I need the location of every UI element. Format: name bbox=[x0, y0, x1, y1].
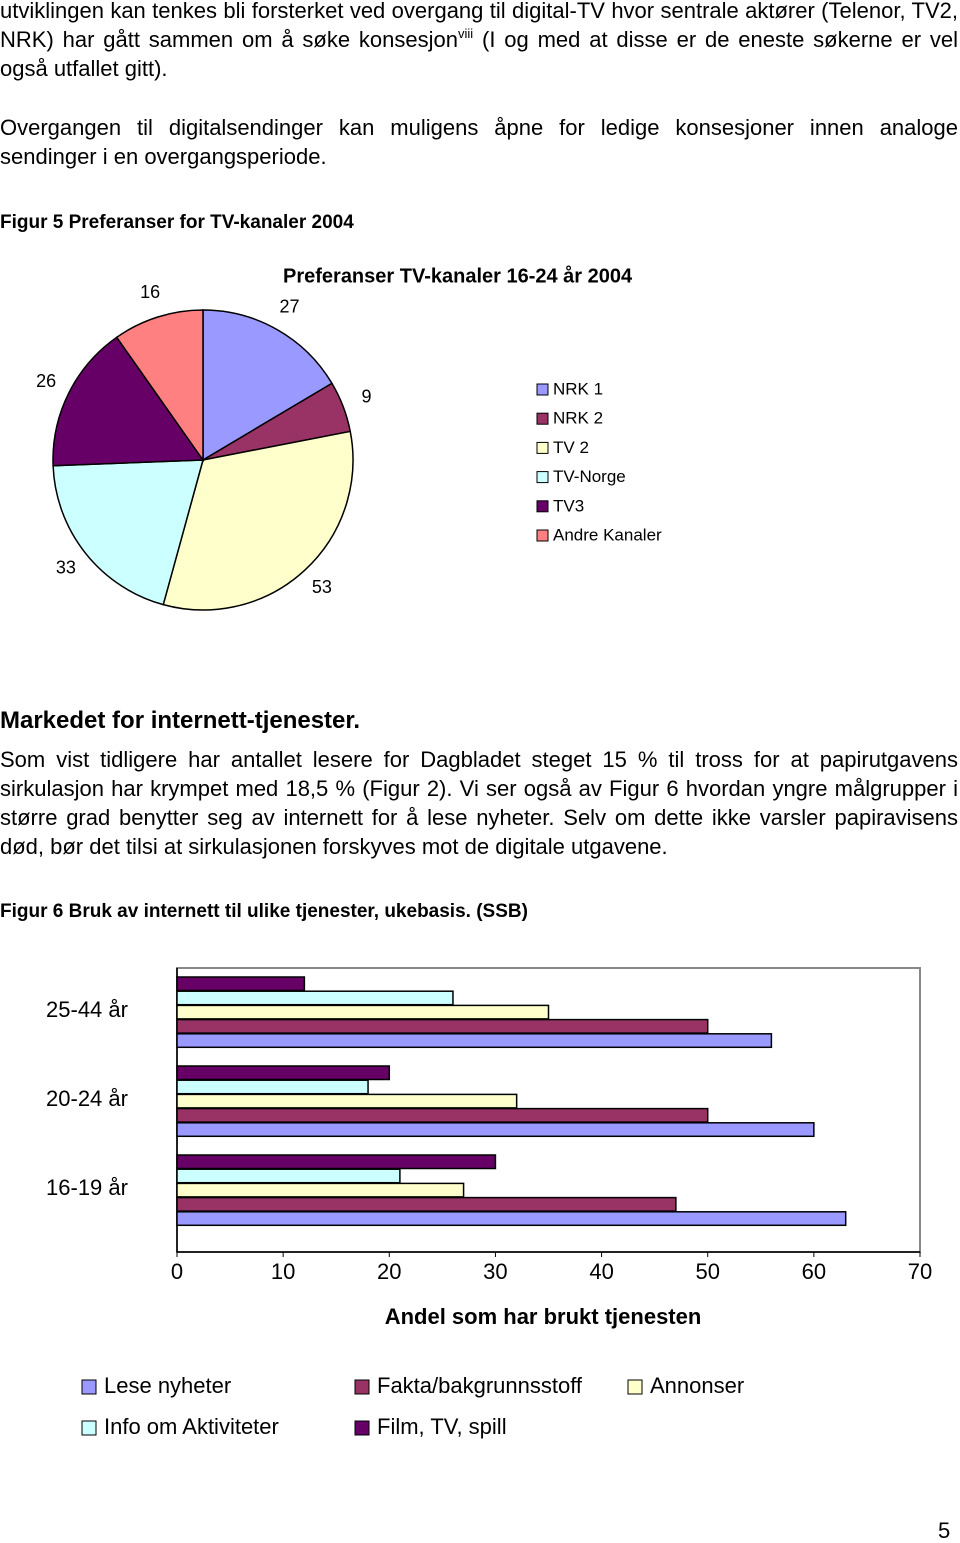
legend-swatch bbox=[536, 529, 549, 542]
legend-swatch bbox=[536, 412, 549, 425]
legend-swatch bbox=[536, 471, 549, 484]
data-label: 9 bbox=[362, 386, 372, 406]
x-axis-title: Andel som har brukt tjenesten bbox=[385, 1304, 702, 1329]
legend-label: Annonser bbox=[650, 1373, 744, 1398]
legend-swatch bbox=[536, 500, 549, 513]
pie-slice bbox=[115, 309, 204, 463]
bar bbox=[176, 976, 306, 992]
x-tick-label: 30 bbox=[483, 1259, 507, 1284]
legend-label: NRK 1 bbox=[553, 379, 603, 398]
legend-swatch bbox=[627, 1379, 643, 1395]
y-tick-label: 16-19 år bbox=[46, 1175, 128, 1200]
intro-paragraph: utviklingen kan tenkes bli forsterket ve… bbox=[0, 0, 958, 83]
pie-slice bbox=[202, 309, 333, 462]
data-label: 53 bbox=[312, 577, 332, 597]
legend-label: Fakta/bakgrunnsstoff bbox=[377, 1373, 583, 1398]
pie-slice bbox=[162, 430, 354, 611]
text: (I og med at disse er de eneste søkerne … bbox=[0, 27, 958, 81]
bar bbox=[176, 1196, 677, 1212]
legend-swatch bbox=[536, 441, 549, 454]
legend-label: NRK 2 bbox=[553, 409, 603, 428]
legend-swatch bbox=[81, 1379, 97, 1395]
text: utviklingen kan tenkes bli forsterket ve… bbox=[0, 0, 958, 52]
legend-label: TV-Norge bbox=[553, 467, 626, 486]
bar bbox=[176, 1211, 847, 1227]
bar bbox=[176, 1079, 369, 1095]
legend-label: Lese nyheter bbox=[104, 1373, 231, 1398]
x-tick-label: 0 bbox=[171, 1259, 183, 1284]
x-tick-label: 50 bbox=[695, 1259, 719, 1284]
bar bbox=[176, 1065, 391, 1081]
data-label: 16 bbox=[140, 282, 160, 302]
legend-label: Andre Kanaler bbox=[553, 525, 662, 544]
x-tick-label: 70 bbox=[908, 1259, 932, 1284]
y-tick-label: 20-24 år bbox=[46, 1086, 128, 1111]
y-tick-label: 25-44 år bbox=[46, 997, 128, 1022]
legend-swatch bbox=[354, 1420, 370, 1436]
x-tick-label: 10 bbox=[271, 1259, 295, 1284]
pie-slice bbox=[52, 459, 204, 606]
x-tick-label: 60 bbox=[802, 1259, 826, 1284]
pie-slice bbox=[52, 336, 205, 467]
bar bbox=[176, 1093, 518, 1109]
bar bbox=[176, 1033, 773, 1049]
x-tick-label: 20 bbox=[377, 1259, 401, 1284]
bar bbox=[176, 1107, 709, 1123]
legend-swatch bbox=[81, 1420, 97, 1436]
paragraph: Overgangen til digitalsendinger kan muli… bbox=[0, 115, 958, 169]
data-label: 27 bbox=[280, 297, 300, 317]
chart-title: Preferanser TV-kanaler 16-24 år 2004 bbox=[283, 264, 633, 287]
legend-swatch bbox=[354, 1379, 370, 1395]
page-number: 5 bbox=[938, 1518, 951, 1543]
bar bbox=[176, 1018, 709, 1034]
footnote-ref: viii bbox=[458, 26, 474, 41]
bar bbox=[176, 1004, 550, 1020]
paragraph: Som vist tidligere har antallet lesere f… bbox=[0, 747, 958, 859]
legend-label: Film, TV, spill bbox=[377, 1414, 507, 1439]
figure-caption: Figur 6 Bruk av internett til ulike tjen… bbox=[0, 901, 528, 922]
bar bbox=[176, 990, 454, 1006]
legend-label: TV3 bbox=[553, 496, 584, 515]
figure-caption: Figur 5 Preferanser for TV-kanaler 2004 bbox=[0, 212, 354, 233]
bar bbox=[176, 1182, 465, 1198]
legend-label: Info om Aktiviteter bbox=[104, 1414, 279, 1439]
x-tick-label: 40 bbox=[589, 1259, 613, 1284]
bar bbox=[176, 1122, 815, 1138]
legend-swatch bbox=[536, 383, 549, 396]
data-label: 26 bbox=[36, 371, 56, 391]
legend-label: TV 2 bbox=[553, 438, 589, 457]
heading: Markedet for internett-tjenester. bbox=[0, 707, 361, 734]
data-label: 33 bbox=[56, 557, 76, 577]
bar bbox=[176, 1168, 401, 1184]
bar bbox=[176, 1154, 497, 1170]
